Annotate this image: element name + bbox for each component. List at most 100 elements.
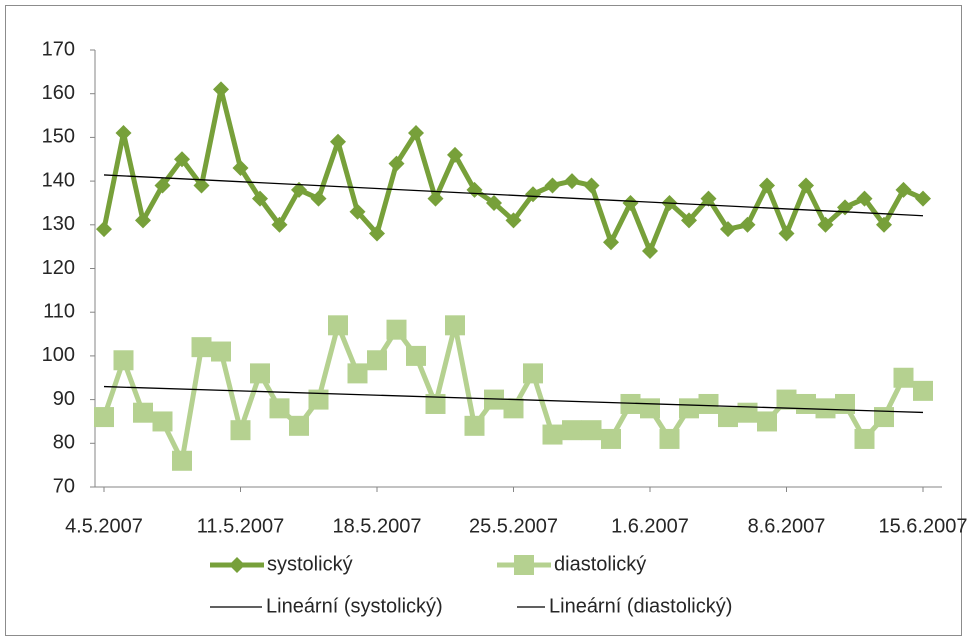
marker xyxy=(776,389,797,410)
marker xyxy=(328,315,348,336)
marker xyxy=(271,216,288,233)
marker xyxy=(681,212,697,229)
x-tick-label: 8.6.2007 xyxy=(748,515,826,537)
marker xyxy=(211,341,231,362)
marker xyxy=(854,428,875,449)
marker xyxy=(388,155,405,172)
x-tick-label: 11.5.2007 xyxy=(197,515,285,537)
marker xyxy=(427,190,444,207)
trend-line xyxy=(103,385,924,414)
marker xyxy=(193,177,210,194)
marker xyxy=(464,415,485,436)
x-tick-label: 4.5.2007 xyxy=(65,515,143,537)
x-tick-label: 25.5.2007 xyxy=(469,515,558,537)
marker xyxy=(113,350,134,371)
marker xyxy=(505,212,522,229)
marker xyxy=(289,415,309,436)
marker xyxy=(213,81,229,98)
marker xyxy=(542,424,563,445)
marker xyxy=(796,393,816,414)
marker xyxy=(698,393,719,414)
marker xyxy=(564,173,580,190)
y-tick-label: 120 xyxy=(42,257,75,279)
marker xyxy=(230,420,251,441)
marker xyxy=(191,337,212,358)
y-tick-label: 80 xyxy=(53,432,75,454)
marker xyxy=(895,181,912,198)
marker xyxy=(172,450,192,471)
marker xyxy=(893,367,914,388)
x-tick-label: 15.6.2007 xyxy=(879,515,968,537)
marker xyxy=(349,203,366,220)
marker xyxy=(133,402,153,423)
marker xyxy=(798,177,814,194)
chart-border xyxy=(5,5,962,636)
marker xyxy=(876,216,892,233)
y-tick-label: 140 xyxy=(42,169,75,191)
marker xyxy=(94,407,114,428)
y-tick-label: 150 xyxy=(42,126,75,148)
marker xyxy=(603,234,619,251)
marker xyxy=(386,319,407,340)
marker xyxy=(915,190,931,207)
marker xyxy=(856,190,873,207)
marker xyxy=(252,190,268,207)
marker xyxy=(369,225,385,242)
marker xyxy=(96,221,112,238)
marker xyxy=(544,177,561,194)
legend-label: diastolický xyxy=(554,553,646,575)
marker xyxy=(659,428,680,449)
marker xyxy=(581,420,602,441)
marker xyxy=(152,411,173,432)
marker xyxy=(601,428,621,449)
marker xyxy=(525,186,541,203)
y-tick-label: 100 xyxy=(42,344,75,366)
marker xyxy=(562,420,582,441)
x-tick-label: 18.5.2007 xyxy=(333,515,422,537)
marker xyxy=(874,407,894,428)
marker xyxy=(406,345,426,366)
marker xyxy=(484,389,504,410)
marker xyxy=(620,393,641,414)
marker xyxy=(445,315,465,336)
marker xyxy=(815,398,836,419)
marker xyxy=(135,212,151,229)
marker xyxy=(486,194,502,211)
y-tick-label: 170 xyxy=(42,38,75,60)
marker xyxy=(523,363,543,384)
legend-label: Lineární (systolický) xyxy=(266,595,443,617)
marker xyxy=(308,389,329,410)
marker xyxy=(737,402,758,423)
marker xyxy=(330,133,346,150)
marker xyxy=(250,363,270,384)
legend-label: systolický xyxy=(267,553,353,575)
marker xyxy=(739,216,756,233)
marker xyxy=(174,151,190,168)
y-tick-label: 160 xyxy=(42,82,75,104)
legend-label: Lineární (diastolický) xyxy=(549,595,732,617)
marker xyxy=(347,363,368,384)
marker xyxy=(447,146,463,163)
marker xyxy=(425,393,446,414)
marker xyxy=(503,398,524,419)
marker xyxy=(642,243,658,260)
marker xyxy=(835,393,855,414)
marker xyxy=(269,398,290,419)
marker xyxy=(154,177,171,194)
marker xyxy=(817,216,834,233)
trend-line xyxy=(103,174,924,217)
y-tick-label: 110 xyxy=(43,300,75,322)
y-tick-label: 130 xyxy=(42,213,75,235)
marker xyxy=(778,225,795,242)
marker xyxy=(232,159,249,176)
y-tick-label: 90 xyxy=(53,388,75,410)
x-tick-label: 1.6.2007 xyxy=(611,515,689,537)
marker xyxy=(679,398,699,419)
legend-marker xyxy=(229,557,245,573)
marker xyxy=(622,194,639,211)
marker xyxy=(700,190,717,207)
marker xyxy=(291,181,307,198)
marker xyxy=(913,380,933,401)
legend-marker xyxy=(514,555,534,575)
